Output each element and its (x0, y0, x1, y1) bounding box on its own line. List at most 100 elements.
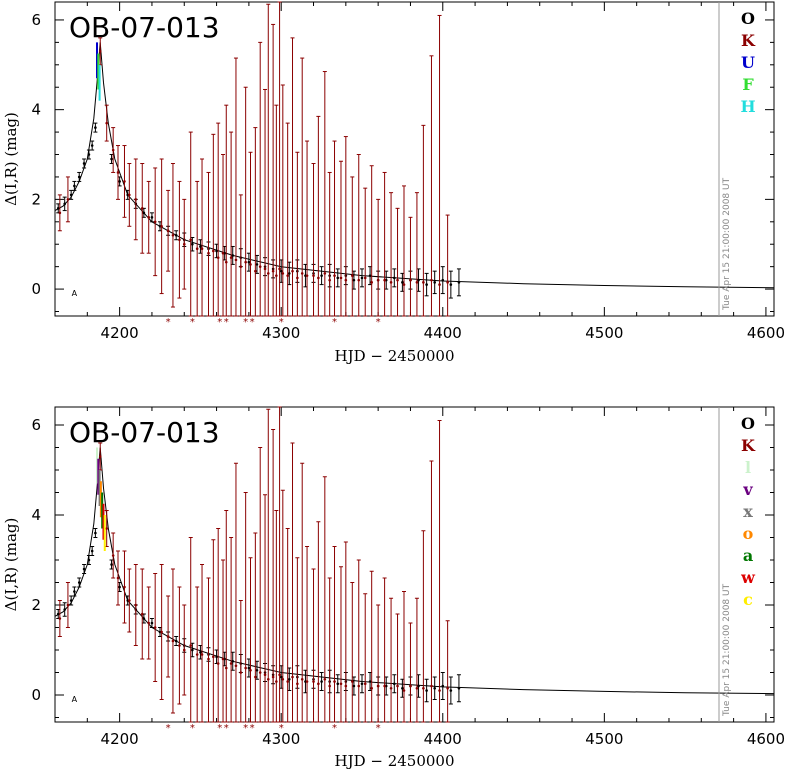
series-O (56, 528, 461, 705)
timestamp: Tue Apr 15 21:00:00 2008 UT (722, 583, 732, 717)
legend-entry: O (741, 414, 755, 433)
data-point (360, 682, 364, 686)
data-point (263, 267, 267, 271)
data-point (123, 180, 126, 183)
data-point (90, 144, 94, 147)
bad-point-marker: * (224, 723, 229, 734)
data-point (56, 207, 60, 210)
data-point (320, 680, 323, 683)
data-point (350, 680, 354, 683)
bad-point-marker: * (250, 723, 255, 734)
data-point (281, 272, 285, 275)
data-point (69, 599, 73, 602)
data-point (182, 648, 186, 652)
data-point (317, 276, 320, 280)
bad-point-marker: * (332, 317, 337, 328)
y-tick-label: 4 (31, 506, 41, 524)
series-K (57, 1, 450, 317)
bad-point-marker: * (166, 317, 171, 328)
data-point (409, 684, 412, 688)
data-point (446, 281, 449, 284)
data-point (82, 567, 86, 571)
bad-point-marker: * (224, 317, 229, 328)
bad-point-marker: * (217, 317, 222, 328)
data-point (239, 265, 243, 268)
data-point (191, 242, 194, 246)
y-tick-label: 4 (31, 101, 41, 119)
x-tick-label: 4200 (101, 324, 139, 342)
data-point (231, 254, 235, 257)
data-point (430, 278, 433, 282)
data-point (438, 689, 441, 692)
data-point (174, 639, 178, 643)
bad-point-marker: * (332, 723, 337, 734)
data-point (247, 666, 251, 670)
data-point (336, 276, 340, 280)
data-point (160, 224, 163, 228)
data-point (275, 680, 278, 683)
data-point (153, 220, 157, 224)
series-O (56, 122, 461, 299)
data-point (195, 247, 199, 251)
data-point (110, 157, 113, 161)
chart-panel-2: 4200 4300 4400 4500 4600 0 2 4 6 HJD − 2450000 Δ(I… (2, 406, 785, 769)
data-point (69, 193, 73, 197)
data-point (111, 554, 115, 557)
x-tick-label: 4400 (424, 730, 462, 748)
data-point (216, 256, 220, 259)
bad-point-marker: * (166, 723, 171, 734)
data-point (254, 675, 257, 679)
model-curve (54, 447, 775, 695)
data-point (150, 216, 154, 219)
data-point (305, 274, 309, 277)
data-point (229, 662, 233, 665)
data-point (174, 233, 178, 237)
data-point (352, 278, 356, 282)
data-point (368, 274, 372, 277)
legend-entry: w (740, 568, 756, 587)
bad-point-marker: * (190, 723, 195, 734)
data-point (58, 211, 62, 215)
data-point (383, 684, 386, 688)
data-point (87, 558, 91, 562)
bad-point-marker: * (243, 317, 248, 328)
data-point (66, 198, 70, 201)
data-point (128, 599, 131, 602)
bad-point-marker: * (250, 317, 255, 328)
data-point (305, 680, 309, 683)
y-axis-label: Δ(I,R) (mag) (2, 112, 20, 206)
data-point (457, 686, 461, 690)
data-point (333, 274, 336, 277)
data-point (417, 278, 420, 282)
data-point (393, 276, 396, 280)
data-point (134, 198, 138, 201)
data-point (323, 272, 327, 275)
data-point (409, 278, 412, 282)
data-point (446, 686, 449, 690)
data-point (344, 684, 348, 688)
data-point (336, 682, 340, 686)
data-point (433, 281, 436, 284)
data-point (73, 590, 76, 593)
data-point (77, 581, 81, 584)
data-point (123, 585, 126, 589)
y-tick-label: 2 (31, 596, 41, 614)
data-point (94, 126, 97, 129)
legend-entry: x (743, 502, 753, 521)
data-point (441, 684, 445, 688)
data-point (207, 657, 210, 661)
data-point (150, 621, 154, 625)
data-point (182, 242, 186, 246)
data-point (140, 207, 144, 210)
data-point (207, 251, 210, 255)
data-point (401, 281, 404, 284)
data-point (171, 639, 175, 643)
timestamp: Tue Apr 15 21:00:00 2008 UT (722, 177, 732, 311)
legend-entry: U (741, 53, 755, 72)
plot-frame (54, 406, 775, 723)
data-point (287, 272, 291, 275)
data-point (271, 675, 275, 679)
data-point (247, 260, 251, 264)
data-point (281, 677, 285, 681)
